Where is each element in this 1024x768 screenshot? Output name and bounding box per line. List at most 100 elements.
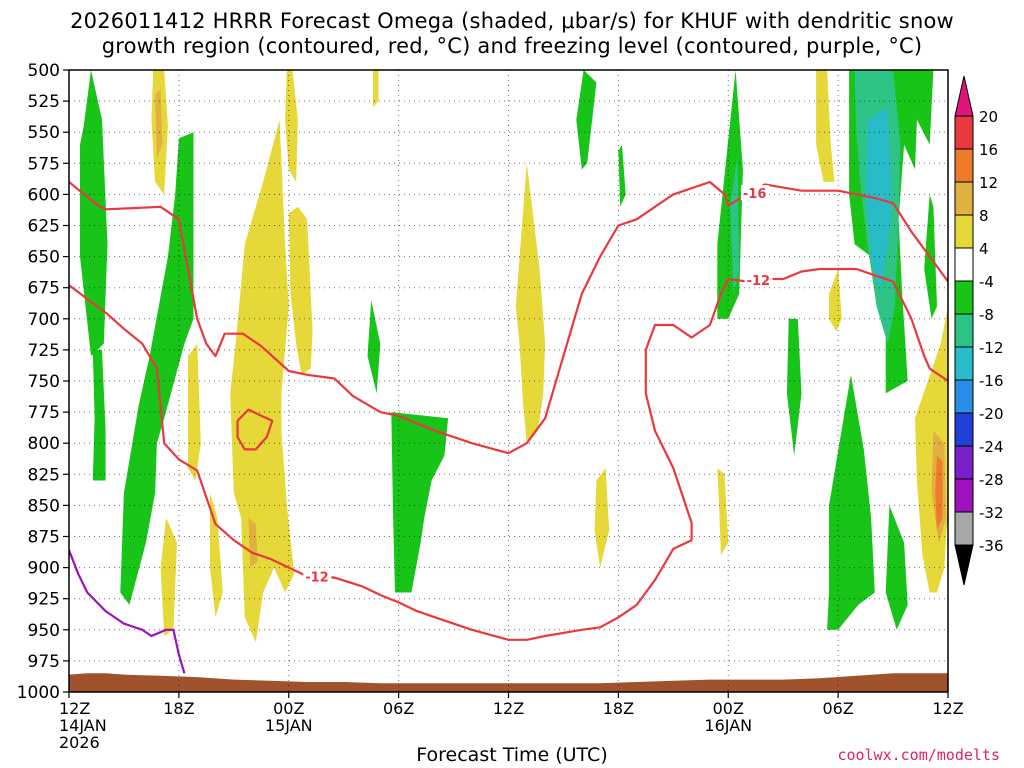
- colorbar-label: -12: [979, 339, 1004, 357]
- omega-region-2-0: [865, 107, 892, 294]
- omega-region-3-10: [717, 468, 729, 556]
- colorbar-label: -8: [979, 306, 994, 324]
- colorbar-box: [954, 412, 974, 447]
- colorbar-box: [954, 445, 974, 480]
- x-tick-label: 06Z: [822, 699, 853, 718]
- colorbar: 20 16 12 8 4 -4 -8 -12 -16 -20 -24 -28 -32 -36: [954, 75, 1004, 586]
- colorbar-box: [954, 511, 974, 546]
- omega-region-3-11: [816, 70, 835, 182]
- y-tick-label: 875: [28, 528, 60, 548]
- colorbar-box: [954, 379, 974, 414]
- contour-label-bg: [744, 272, 773, 288]
- y-tick-label: 550: [28, 123, 60, 143]
- x-axis-label: Forecast Time (UTC): [416, 744, 608, 766]
- plot-area: -16 -12 -12: [69, 70, 948, 692]
- omega-region-4-0: [155, 88, 163, 158]
- contour-label: -16: [743, 187, 767, 202]
- y-tick-label: 575: [28, 154, 60, 174]
- x-tick-label: 12Z: [59, 699, 90, 718]
- y-tick-label: 775: [28, 403, 60, 423]
- colorbar-label: -16: [979, 372, 1004, 390]
- colorbar-top-arrow: [954, 75, 974, 117]
- omega-region-3-12: [829, 269, 842, 332]
- y-tick-label: 725: [28, 341, 60, 361]
- colorbar-box: [954, 148, 974, 183]
- omega-region-5-0: [935, 455, 943, 531]
- chart-title-line-1: 2026011412 HRRR Forecast Omega (shaded, …: [70, 9, 954, 33]
- omega-region-0-6: [618, 144, 626, 207]
- y-tick-label: 800: [28, 434, 60, 454]
- colorbar-label: 16: [979, 141, 998, 159]
- y-tick-label: 750: [28, 372, 60, 392]
- contour-3: [69, 549, 186, 674]
- omega-region-3-5: [285, 70, 298, 182]
- colorbar-box: [954, 346, 974, 381]
- x-tick-label: 14JAN: [59, 716, 107, 735]
- x-tick-label: 12Z: [493, 699, 524, 718]
- omega-region-3-3: [210, 493, 223, 618]
- y-tick-label: 650: [28, 248, 60, 268]
- x-tick-label: 18Z: [603, 699, 634, 718]
- x-tick-label: 15JAN: [265, 716, 313, 735]
- x-tick-label: 18Z: [163, 699, 194, 718]
- x-tick-label: 00Z: [713, 699, 744, 718]
- colorbar-label: -20: [979, 405, 1004, 423]
- contour-label: -12: [305, 570, 329, 585]
- colorbar-label: -24: [979, 438, 1004, 456]
- colorbar-label: -28: [979, 471, 1004, 489]
- y-tick-label: 600: [28, 185, 60, 205]
- chart-title-line-2: growth region (contoured, red, °C) and f…: [101, 34, 923, 58]
- y-tick-label: 525: [28, 92, 60, 112]
- omega-region-3-7: [373, 70, 379, 108]
- contour-2: [236, 408, 274, 451]
- colorbar-box: [954, 181, 974, 216]
- omega-region-0-11: [885, 505, 908, 630]
- colorbar-label: -32: [979, 504, 1004, 522]
- colorbar-label: 8: [979, 207, 989, 225]
- y-tick-label: 950: [28, 621, 60, 641]
- omega-region-3-6: [288, 206, 313, 375]
- omega-region-0-1: [92, 349, 106, 481]
- x-tick-label: 16JAN: [704, 716, 752, 735]
- colorbar-label: -4: [979, 273, 994, 291]
- omega-region-0-4: [391, 412, 449, 593]
- y-tick-label: 1000: [17, 683, 60, 703]
- y-tick-label: 625: [28, 217, 60, 237]
- omega-region-4-1: [248, 517, 258, 568]
- contour-1: [69, 267, 948, 641]
- colorbar-box: [954, 478, 974, 513]
- colorbar-label: 20: [979, 108, 998, 126]
- omega-region-3-9: [594, 468, 610, 568]
- y-tick-label: 900: [28, 559, 60, 579]
- colorbar-box: [954, 214, 974, 249]
- y-tick-label: 975: [28, 652, 60, 672]
- colorbar-box: [954, 313, 974, 348]
- colorbar-label: 12: [979, 174, 998, 192]
- colorbar-label: -36: [979, 537, 1004, 555]
- y-tick-label: 700: [28, 310, 60, 330]
- contour-label-bg: [740, 185, 769, 201]
- y-tick-label: 825: [28, 465, 60, 485]
- contour-label: -12: [747, 274, 771, 289]
- x-tick-label: 12Z: [932, 699, 963, 718]
- site-credit[interactable]: coolwx.com/modelts: [837, 746, 1000, 764]
- omega-region-0-9: [827, 374, 875, 630]
- contour-0: [69, 180, 948, 455]
- omega-region-3-8: [515, 163, 546, 444]
- x-tick-label: 00Z: [273, 699, 304, 718]
- omega-region-0-8: [786, 318, 802, 456]
- axes: 500 525 550 575 600 625 650 675 700 725 750 775 800 8…: [17, 61, 964, 752]
- x-tick-label: 2026: [59, 733, 100, 752]
- y-tick-label: 850: [28, 496, 60, 516]
- y-tick-label: 500: [28, 61, 60, 81]
- colorbar-bottom-arrow: [954, 544, 974, 586]
- omega-region-0-5: [576, 70, 597, 170]
- x-tick-label: 06Z: [383, 699, 414, 718]
- omega-region-3-1: [160, 517, 177, 636]
- terrain: [69, 673, 948, 692]
- y-tick-label: 675: [28, 279, 60, 299]
- y-tick-label: 925: [28, 590, 60, 610]
- contour-label-bg: [303, 568, 332, 584]
- omega-region-3-4: [230, 119, 295, 643]
